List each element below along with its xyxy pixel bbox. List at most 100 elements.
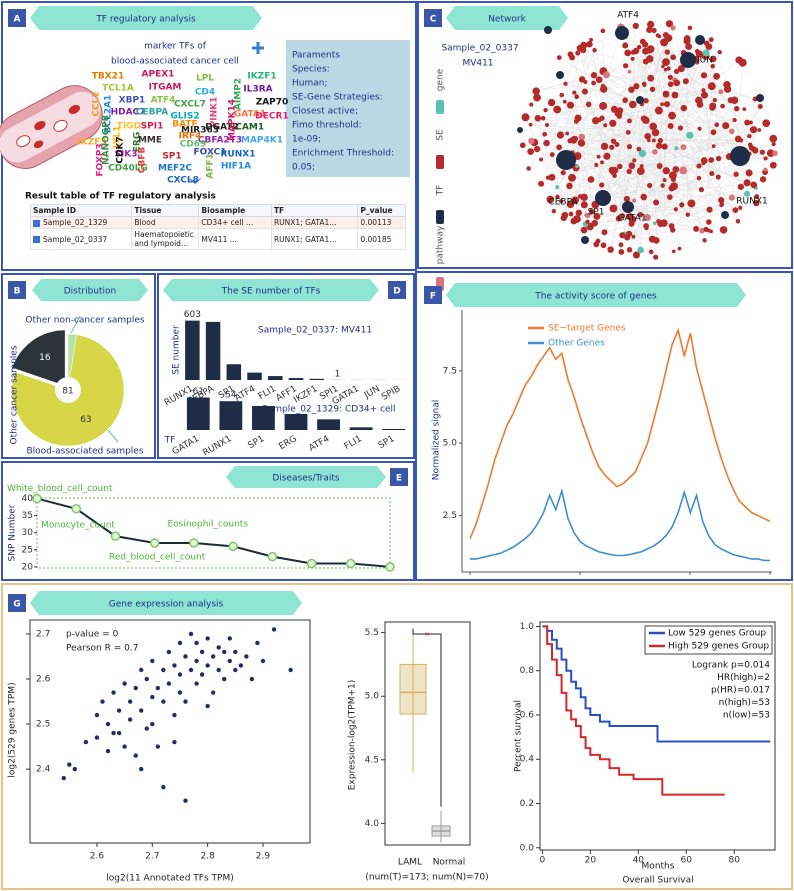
network-node [603,123,608,128]
network-node [551,209,557,214]
tf-word: ITGAM [149,83,182,93]
edge [571,83,645,178]
network-node [679,202,685,208]
network-node [709,102,717,110]
table-header-row: Sample ID Tissue Biosample TF P_value [30,204,406,217]
network-node [565,131,570,136]
parameter-line: Closest active; [292,107,358,117]
tf-word: BCL2A1 [104,95,114,134]
scatter-point [133,685,138,691]
network-node [617,163,623,170]
network-node [618,248,625,255]
network-node [763,167,768,172]
edge [560,104,663,136]
scatter-point [205,663,210,668]
table-cell: MV411 ... [198,228,272,250]
network-node [672,166,680,173]
network-node [720,103,725,109]
scatter-point [61,775,66,781]
x-tick-label: ATF4 [233,384,257,404]
bar [247,372,262,380]
legend-swatch [436,210,444,224]
edge [570,48,581,106]
scatter-point [216,667,221,673]
edge [579,82,677,197]
network-node [636,146,642,152]
network-node [555,194,560,200]
trait-label: Monocyte_count [41,520,115,530]
y-axis-label: Expression-log2(TPM+1) [348,680,358,791]
edge [686,41,688,215]
network-node [569,54,576,61]
result-table: Sample ID Tissue Biosample TF P_value Sample_… [30,204,406,250]
network-node [708,37,714,43]
network-node [753,199,760,207]
bar-label: 61 [193,387,204,397]
network-node [745,169,753,177]
network-node [665,20,674,28]
network-node [526,166,531,171]
panel-title: Network [488,15,526,25]
edge [593,82,766,159]
network-node [585,219,590,224]
edge [669,193,748,198]
edge [633,66,713,237]
table-title: Result table of TF regulatory analysis [25,192,216,202]
network-node [735,56,743,64]
tf-word: HIF1A [221,162,251,172]
trait-point [267,551,278,562]
network-node [627,118,632,124]
panel-title: Gene expression analysis [109,600,224,610]
network-node [668,171,677,180]
network-node [627,69,632,74]
tf-word: ATF4 [151,96,176,106]
network-node [573,118,579,124]
network-node [624,49,632,57]
trait-point [71,504,81,514]
network-node [624,234,631,241]
network-node [709,55,717,63]
network-node [707,82,716,91]
network-node [594,162,599,167]
network-node [711,144,716,149]
legend-swatch [436,100,444,114]
legend-text: SE−target Genes [548,324,626,334]
network-node [687,199,696,208]
tf-word: SIK3 [114,150,137,160]
panel-g-border [1,583,793,890]
network-node [640,193,647,201]
trait-point [32,493,42,504]
pie-total: 81 [62,387,73,397]
table-cell: 0.00113 [357,216,406,229]
y-tick-label: 5.0 [443,439,458,449]
network-node [666,66,671,71]
network-node [662,90,670,98]
edge [541,50,595,185]
network-node [719,202,725,207]
scatter-point [194,640,199,646]
network-node [580,201,588,209]
x-tick-label: 80 [729,856,741,866]
network-node [528,137,535,145]
scatter-point [122,681,127,686]
network-node [529,102,534,107]
network-node [733,171,739,177]
network-node [595,76,603,84]
significance-star: * [425,632,430,642]
tf-word: NANOGP8 [102,115,112,165]
tf-word: IRF4 [179,132,202,142]
bar [205,321,221,380]
network-node [593,212,601,220]
tf-word: GATA1 [234,110,266,120]
tf-word: XBP1 [119,96,146,106]
table-cell: Sample_02_0337 [30,228,133,250]
tf-word: IL3RA [243,85,272,95]
network-node [632,251,640,259]
legend-text: gene [436,68,446,91]
legend-text: Other Genes [548,339,605,349]
panel-letter: A [14,15,21,25]
panel-title: Diseases/Traits [272,474,340,484]
edge [604,208,614,233]
network-node [677,125,684,131]
table-wrap: Sample ID Tissue Biosample TF P_value Sample_… [30,204,406,250]
